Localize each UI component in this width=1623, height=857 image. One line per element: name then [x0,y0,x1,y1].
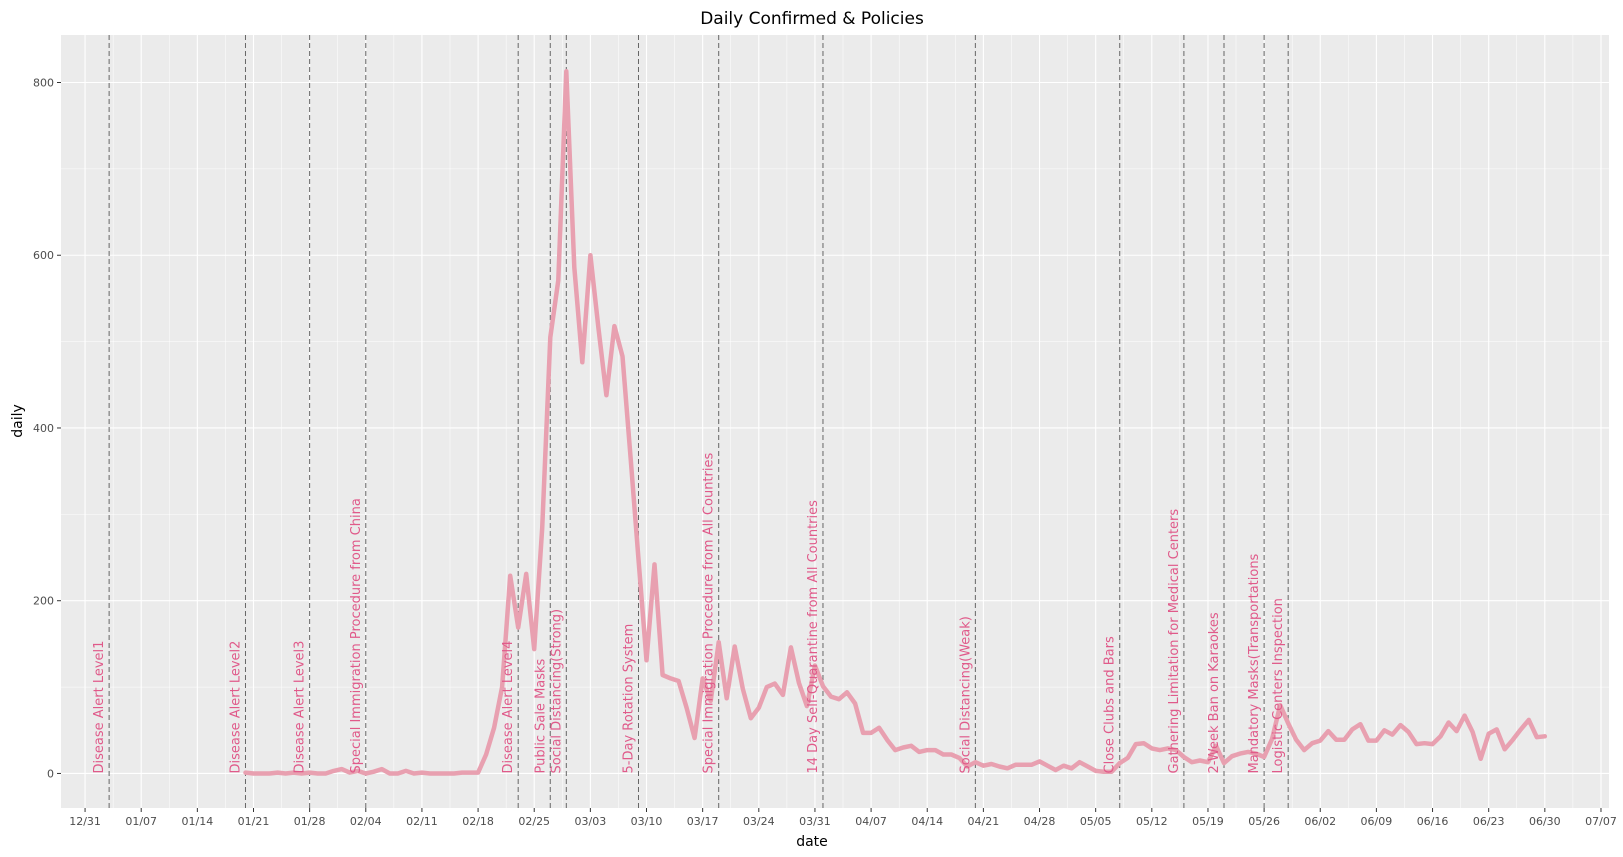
x-tick-label: 06/16 [1417,815,1449,828]
policy-label: Social Distancing(Strong) [549,609,564,774]
x-tick-label: 05/19 [1192,815,1224,828]
policy-label: Special Immigration Procedure from China [349,498,364,773]
policy-label: Gathering Limitation for Medical Centers [1167,509,1182,774]
policy-label: 5-Day Rotation System [622,624,637,774]
daily-confirmed-line [243,69,1548,776]
x-tick-label: 06/30 [1529,815,1561,828]
x-tick-label: 01/07 [125,815,157,828]
policy-label: Public Sale Masks [533,658,548,773]
policy-label: Logistic Centers Inspection [1271,598,1286,773]
x-tick-label: 04/28 [1024,815,1056,828]
x-tick-label: 07/07 [1585,815,1617,828]
x-tick-label: 06/02 [1304,815,1336,828]
y-tick-label: 600 [33,249,54,262]
policy-label: 2-Week Ban on Karaokes [1207,612,1222,773]
policy-label: Disease Alert Level2 [229,641,244,774]
policy-label: Close Clubs and Bars [1103,636,1118,773]
policy-labels: Disease Alert Level1 Disease Alert Level2… [92,453,1286,774]
y-tick-label: 0 [47,767,54,780]
policy-label: Mandatory Masks(Transportations [1247,553,1262,773]
x-tick-label: 02/18 [462,815,494,828]
x-tick-label: 03/31 [799,815,831,828]
policy-label: Disease Alert Level3 [293,641,308,774]
x-tick-label: 01/21 [238,815,270,828]
chart-title: Daily Confirmed & Policies [700,9,924,29]
x-tick-label: 05/26 [1248,815,1280,828]
x-tick-label: 12/31 [69,815,101,828]
x-tick-label: 03/10 [631,815,663,828]
y-tick-label: 800 [33,77,54,90]
x-tick-label: 03/17 [687,815,719,828]
y-tick-label: 200 [33,595,54,608]
x-tick-label: 01/28 [294,815,326,828]
y-axis-title: daily [10,404,26,438]
x-tick-label: 02/11 [406,815,438,828]
policy-label: Social Distancing(Weak) [958,616,973,773]
x-tick-label: 03/24 [743,815,775,828]
x-tick-label: 04/14 [911,815,943,828]
x-tick-label: 04/07 [855,815,887,828]
series [243,69,1548,776]
x-tick-label: 02/25 [518,815,550,828]
policy-label: 14 Day Self-Quarantine from All Countrie… [806,500,821,774]
x-tick-label: 06/23 [1473,815,1505,828]
x-tick-label: 03/03 [575,815,607,828]
x-tick-label: 04/21 [968,815,1000,828]
x-tick-label: 05/05 [1080,815,1112,828]
x-tick-label: 02/04 [350,815,382,828]
x-tick-label: 01/14 [182,815,214,828]
policy-label: Disease Alert Level4 [501,641,516,774]
policy-label: Special Immigration Procedure from All C… [702,453,717,774]
y-tick-label: 400 [33,422,54,435]
plot-panel [61,35,1609,808]
policy-lines [108,35,1289,808]
y-axis-ticks: 0 200 400 600 800 [33,77,61,780]
x-axis-ticks: 12/31 01/07 01/14 01/21 01/28 02/04 02/11 02/18… [69,808,1617,828]
x-tick-label: 05/12 [1136,815,1168,828]
x-axis-title: date [796,834,828,850]
policy-label: Disease Alert Level1 [92,641,107,774]
x-tick-label: 06/09 [1361,815,1393,828]
